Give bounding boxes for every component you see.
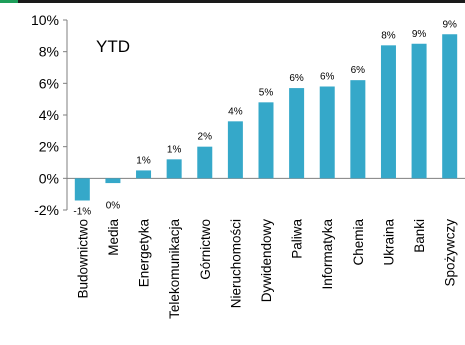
bar <box>136 170 152 179</box>
bar <box>258 102 274 179</box>
bar <box>227 121 243 179</box>
data-label: 9% <box>412 29 427 40</box>
data-label: 4% <box>228 106 243 117</box>
category-label: Media <box>106 219 121 256</box>
category-label: Górnictwo <box>198 219 213 280</box>
y-tick-label: 2% <box>39 139 59 155</box>
category-label: Energetyka <box>137 219 152 288</box>
category-label: Chemia <box>351 219 366 266</box>
y-tick-label: 8% <box>39 44 59 60</box>
accent-bar <box>0 0 18 3</box>
axes: -2% 0% 2% 4% 6% 8% 10% <box>31 12 465 218</box>
data-label: 8% <box>381 30 396 41</box>
bar <box>166 159 182 179</box>
bar <box>197 146 213 179</box>
bar <box>289 88 305 179</box>
y-tick-label: 4% <box>39 107 59 123</box>
data-label: -1% <box>73 207 91 218</box>
bars <box>74 34 458 201</box>
category-label: Ukraina <box>381 219 396 266</box>
bar <box>319 86 335 179</box>
y-tick-label: 0% <box>39 170 59 186</box>
bar <box>105 178 121 184</box>
chart-annotation: YTD <box>96 37 130 56</box>
category-labels: Budownictwo Media Energetyka Telekomunikacj… <box>75 219 457 319</box>
category-label: Telekomunikacja <box>167 219 182 319</box>
bar <box>350 80 366 179</box>
data-label: 5% <box>259 87 274 98</box>
data-label: 6% <box>289 73 304 84</box>
data-label: 0% <box>106 200 121 211</box>
category-label: Budownictwo <box>75 219 90 299</box>
bar <box>411 43 427 179</box>
category-label: Paliwa <box>290 219 305 259</box>
category-label: Informatyka <box>320 219 335 290</box>
bar <box>442 34 458 179</box>
y-tick-label: 6% <box>39 75 59 91</box>
bar <box>380 45 396 179</box>
category-label: Spożywczy <box>443 219 458 287</box>
y-tick-label: 10% <box>31 12 59 28</box>
bar <box>74 178 90 201</box>
data-label: 2% <box>198 132 213 143</box>
category-label: Banki <box>412 219 427 253</box>
data-label: 1% <box>136 155 151 166</box>
data-label: 1% <box>167 144 182 155</box>
category-label: Nieruchomości <box>228 219 243 308</box>
data-label: 6% <box>320 72 335 83</box>
data-label: 6% <box>351 65 366 76</box>
category-label: Dywidendowy <box>259 219 274 303</box>
y-tick-label: -2% <box>34 202 59 218</box>
data-label: 9% <box>442 19 457 30</box>
top-rule <box>18 0 465 3</box>
data-labels: -1% 0% 1% 1% 2% 4% 5% 6% 6% 6% 8% 9% 9% <box>73 19 457 217</box>
